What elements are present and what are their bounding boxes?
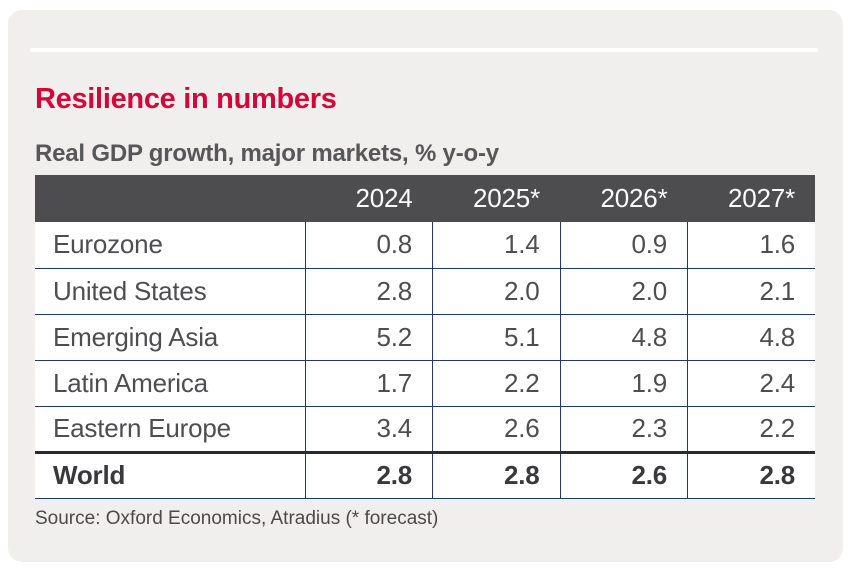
- value-cell: 4.8: [559, 313, 688, 360]
- row-label: United States: [35, 267, 305, 314]
- value-cell: 2.6: [432, 405, 560, 452]
- table-row-eastern-europe: Eastern Europe 3.4 2.6 2.3 2.2: [35, 405, 815, 452]
- value-cell: 5.1: [432, 313, 560, 360]
- value-cell: 1.6: [687, 222, 815, 268]
- value-cell: 1.7: [304, 359, 433, 406]
- value-cell: 2.3: [559, 405, 688, 452]
- table-header-row: 2024 2025* 2026* 2027*: [35, 175, 815, 222]
- report-card: Resilience in numbers Real GDP growth, m…: [8, 10, 843, 562]
- value-cell: 2.8: [304, 267, 433, 314]
- value-cell: 1.9: [559, 359, 688, 406]
- row-label: World: [35, 450, 305, 499]
- row-label: Latin America: [35, 359, 305, 406]
- row-label: Emerging Asia: [35, 313, 305, 360]
- value-cell: 4.8: [687, 313, 815, 360]
- value-cell: 5.2: [304, 313, 433, 360]
- value-cell: 3.4: [304, 405, 433, 452]
- table-caption: Real GDP growth, major markets, % y-o-y: [35, 140, 499, 167]
- header-cell-2025f: 2025*: [432, 175, 560, 222]
- value-cell: 2.4: [687, 359, 815, 406]
- header-cell-region: [35, 175, 305, 222]
- value-cell: 2.6: [559, 450, 688, 499]
- row-label: Eurozone: [35, 222, 305, 268]
- value-cell: 2.8: [432, 450, 560, 499]
- value-cell: 1.4: [432, 222, 560, 268]
- row-label: Eastern Europe: [35, 405, 305, 452]
- table-row-united-states: United States 2.8 2.0 2.0 2.1: [35, 267, 815, 314]
- table-row-emerging-asia: Emerging Asia 5.2 5.1 4.8 4.8: [35, 313, 815, 360]
- page-title: Resilience in numbers: [35, 83, 337, 115]
- value-cell: 2.8: [304, 450, 433, 499]
- value-cell: 0.9: [559, 222, 688, 268]
- gdp-growth-table: 2024 2025* 2026* 2027* Eurozone 0.8 1.4 …: [35, 175, 815, 499]
- value-cell: 2.2: [687, 405, 815, 452]
- source-note: Source: Oxford Economics, Atradius (* fo…: [35, 508, 439, 529]
- value-cell: 2.2: [432, 359, 560, 406]
- top-divider: [30, 48, 818, 52]
- value-cell: 2.0: [559, 267, 688, 314]
- value-cell: 0.8: [304, 222, 433, 268]
- header-cell-2024: 2024: [305, 175, 433, 222]
- value-cell: 2.1: [687, 267, 815, 314]
- table-row-latin-america: Latin America 1.7 2.2 1.9 2.4: [35, 359, 815, 406]
- value-cell: 2.8: [687, 450, 815, 499]
- header-cell-2027f: 2027*: [687, 175, 815, 222]
- table-row-world: World 2.8 2.8 2.6 2.8: [35, 450, 815, 499]
- table-row-eurozone: Eurozone 0.8 1.4 0.9 1.6: [35, 222, 815, 268]
- header-cell-2026f: 2026*: [560, 175, 688, 222]
- value-cell: 2.0: [432, 267, 560, 314]
